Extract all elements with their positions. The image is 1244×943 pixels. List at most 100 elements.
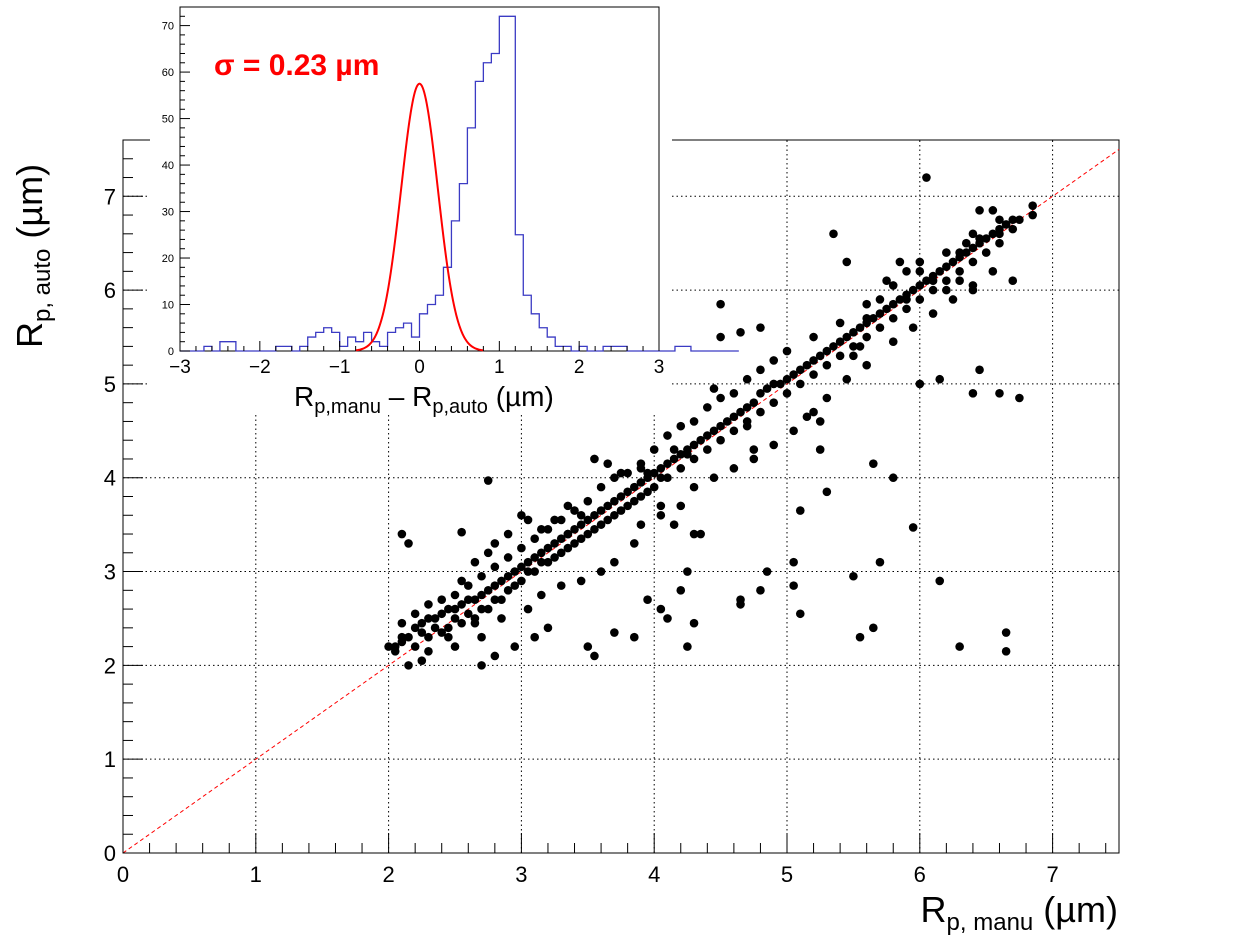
data-point xyxy=(689,529,699,539)
data-point xyxy=(450,590,460,600)
data-point xyxy=(795,365,805,375)
data-point xyxy=(636,478,646,487)
data-point xyxy=(1015,393,1024,403)
inset-y-tick-label: 20 xyxy=(162,253,174,265)
data-point xyxy=(497,595,506,604)
data-point xyxy=(789,370,798,379)
data-point xyxy=(530,534,539,544)
x-tick-label: 7 xyxy=(1046,862,1058,887)
data-point xyxy=(463,609,473,619)
sigma-annotation: σ = 0.23 µm xyxy=(214,49,379,82)
data-point xyxy=(862,313,871,323)
data-point xyxy=(683,642,692,651)
inset-x-tick-label: 2 xyxy=(574,357,585,378)
data-point xyxy=(629,482,639,492)
data-point xyxy=(636,492,646,501)
data-point xyxy=(888,473,898,483)
data-point xyxy=(656,604,666,614)
data-point xyxy=(663,459,672,468)
inset-y-ticks: 0 10 20 30 40 50 60 70 xyxy=(162,6,190,358)
data-point xyxy=(869,623,878,633)
data-point xyxy=(503,571,513,581)
data-point xyxy=(576,520,586,529)
data-point xyxy=(424,646,433,656)
inset-plot-frame xyxy=(179,6,660,352)
data-point xyxy=(742,374,752,384)
data-point xyxy=(636,464,646,473)
data-point xyxy=(643,468,652,478)
data-point xyxy=(855,342,865,351)
data-point xyxy=(782,374,792,384)
data-point xyxy=(623,487,632,497)
data-point xyxy=(1001,628,1011,637)
data-point xyxy=(683,449,692,459)
data-point xyxy=(915,281,925,290)
data-point xyxy=(437,609,447,619)
y-tick-label: 6 xyxy=(104,278,116,303)
data-point xyxy=(510,567,520,576)
data-point xyxy=(769,398,779,407)
data-point xyxy=(769,356,779,365)
data-point xyxy=(477,661,486,670)
data-point xyxy=(384,642,393,651)
data-point xyxy=(822,487,832,497)
inset-x-ticks: −3 −2 −1 0 1 2 3 xyxy=(169,341,664,378)
inset-x-tick-label: 0 xyxy=(414,357,425,378)
data-point xyxy=(842,374,852,384)
data-point xyxy=(616,506,626,515)
data-point xyxy=(656,510,666,520)
data-point xyxy=(749,445,759,454)
data-point xyxy=(855,632,865,642)
data-point xyxy=(556,548,566,558)
data-point xyxy=(782,389,792,398)
data-point xyxy=(1001,220,1011,229)
data-point xyxy=(928,285,938,295)
data-point xyxy=(696,435,705,445)
data-point xyxy=(410,642,420,651)
data-point xyxy=(689,440,699,450)
data-point xyxy=(849,351,858,361)
data-point xyxy=(928,276,938,286)
data-point xyxy=(503,553,513,562)
data-point xyxy=(444,632,453,642)
data-point xyxy=(477,604,486,614)
data-point xyxy=(669,520,679,529)
data-point xyxy=(995,238,1004,248)
data-point xyxy=(908,285,918,295)
data-point xyxy=(822,360,832,370)
data-point xyxy=(935,374,945,384)
data-point xyxy=(656,473,666,483)
data-point xyxy=(915,257,925,267)
data-point xyxy=(669,445,679,454)
data-point xyxy=(1008,224,1018,234)
data-point xyxy=(742,403,752,412)
data-point xyxy=(590,525,599,534)
data-point xyxy=(424,632,433,642)
data-point xyxy=(902,304,911,314)
data-point xyxy=(649,445,659,454)
data-point xyxy=(689,482,699,492)
data-point xyxy=(490,562,500,572)
inset-y-tick-label: 40 xyxy=(162,160,174,172)
data-point xyxy=(503,586,513,595)
data-point xyxy=(975,206,984,215)
inset-x-tick-label: −2 xyxy=(249,357,271,378)
data-point xyxy=(955,248,964,257)
data-point xyxy=(556,515,566,525)
data-point xyxy=(497,614,506,623)
data-point xyxy=(410,623,420,633)
data-point xyxy=(835,318,845,328)
data-point xyxy=(875,557,885,567)
data-point xyxy=(689,454,699,464)
data-point xyxy=(908,323,918,332)
data-point xyxy=(517,510,526,520)
data-point xyxy=(729,426,739,436)
data-point xyxy=(961,238,971,248)
data-point xyxy=(776,379,785,389)
scatter-x-ticks: 0 1 2 3 4 5 6 7 xyxy=(117,833,1107,887)
data-point xyxy=(590,510,599,520)
data-point xyxy=(470,595,480,604)
data-point xyxy=(895,295,905,304)
data-point xyxy=(809,332,818,342)
data-point xyxy=(583,515,593,525)
